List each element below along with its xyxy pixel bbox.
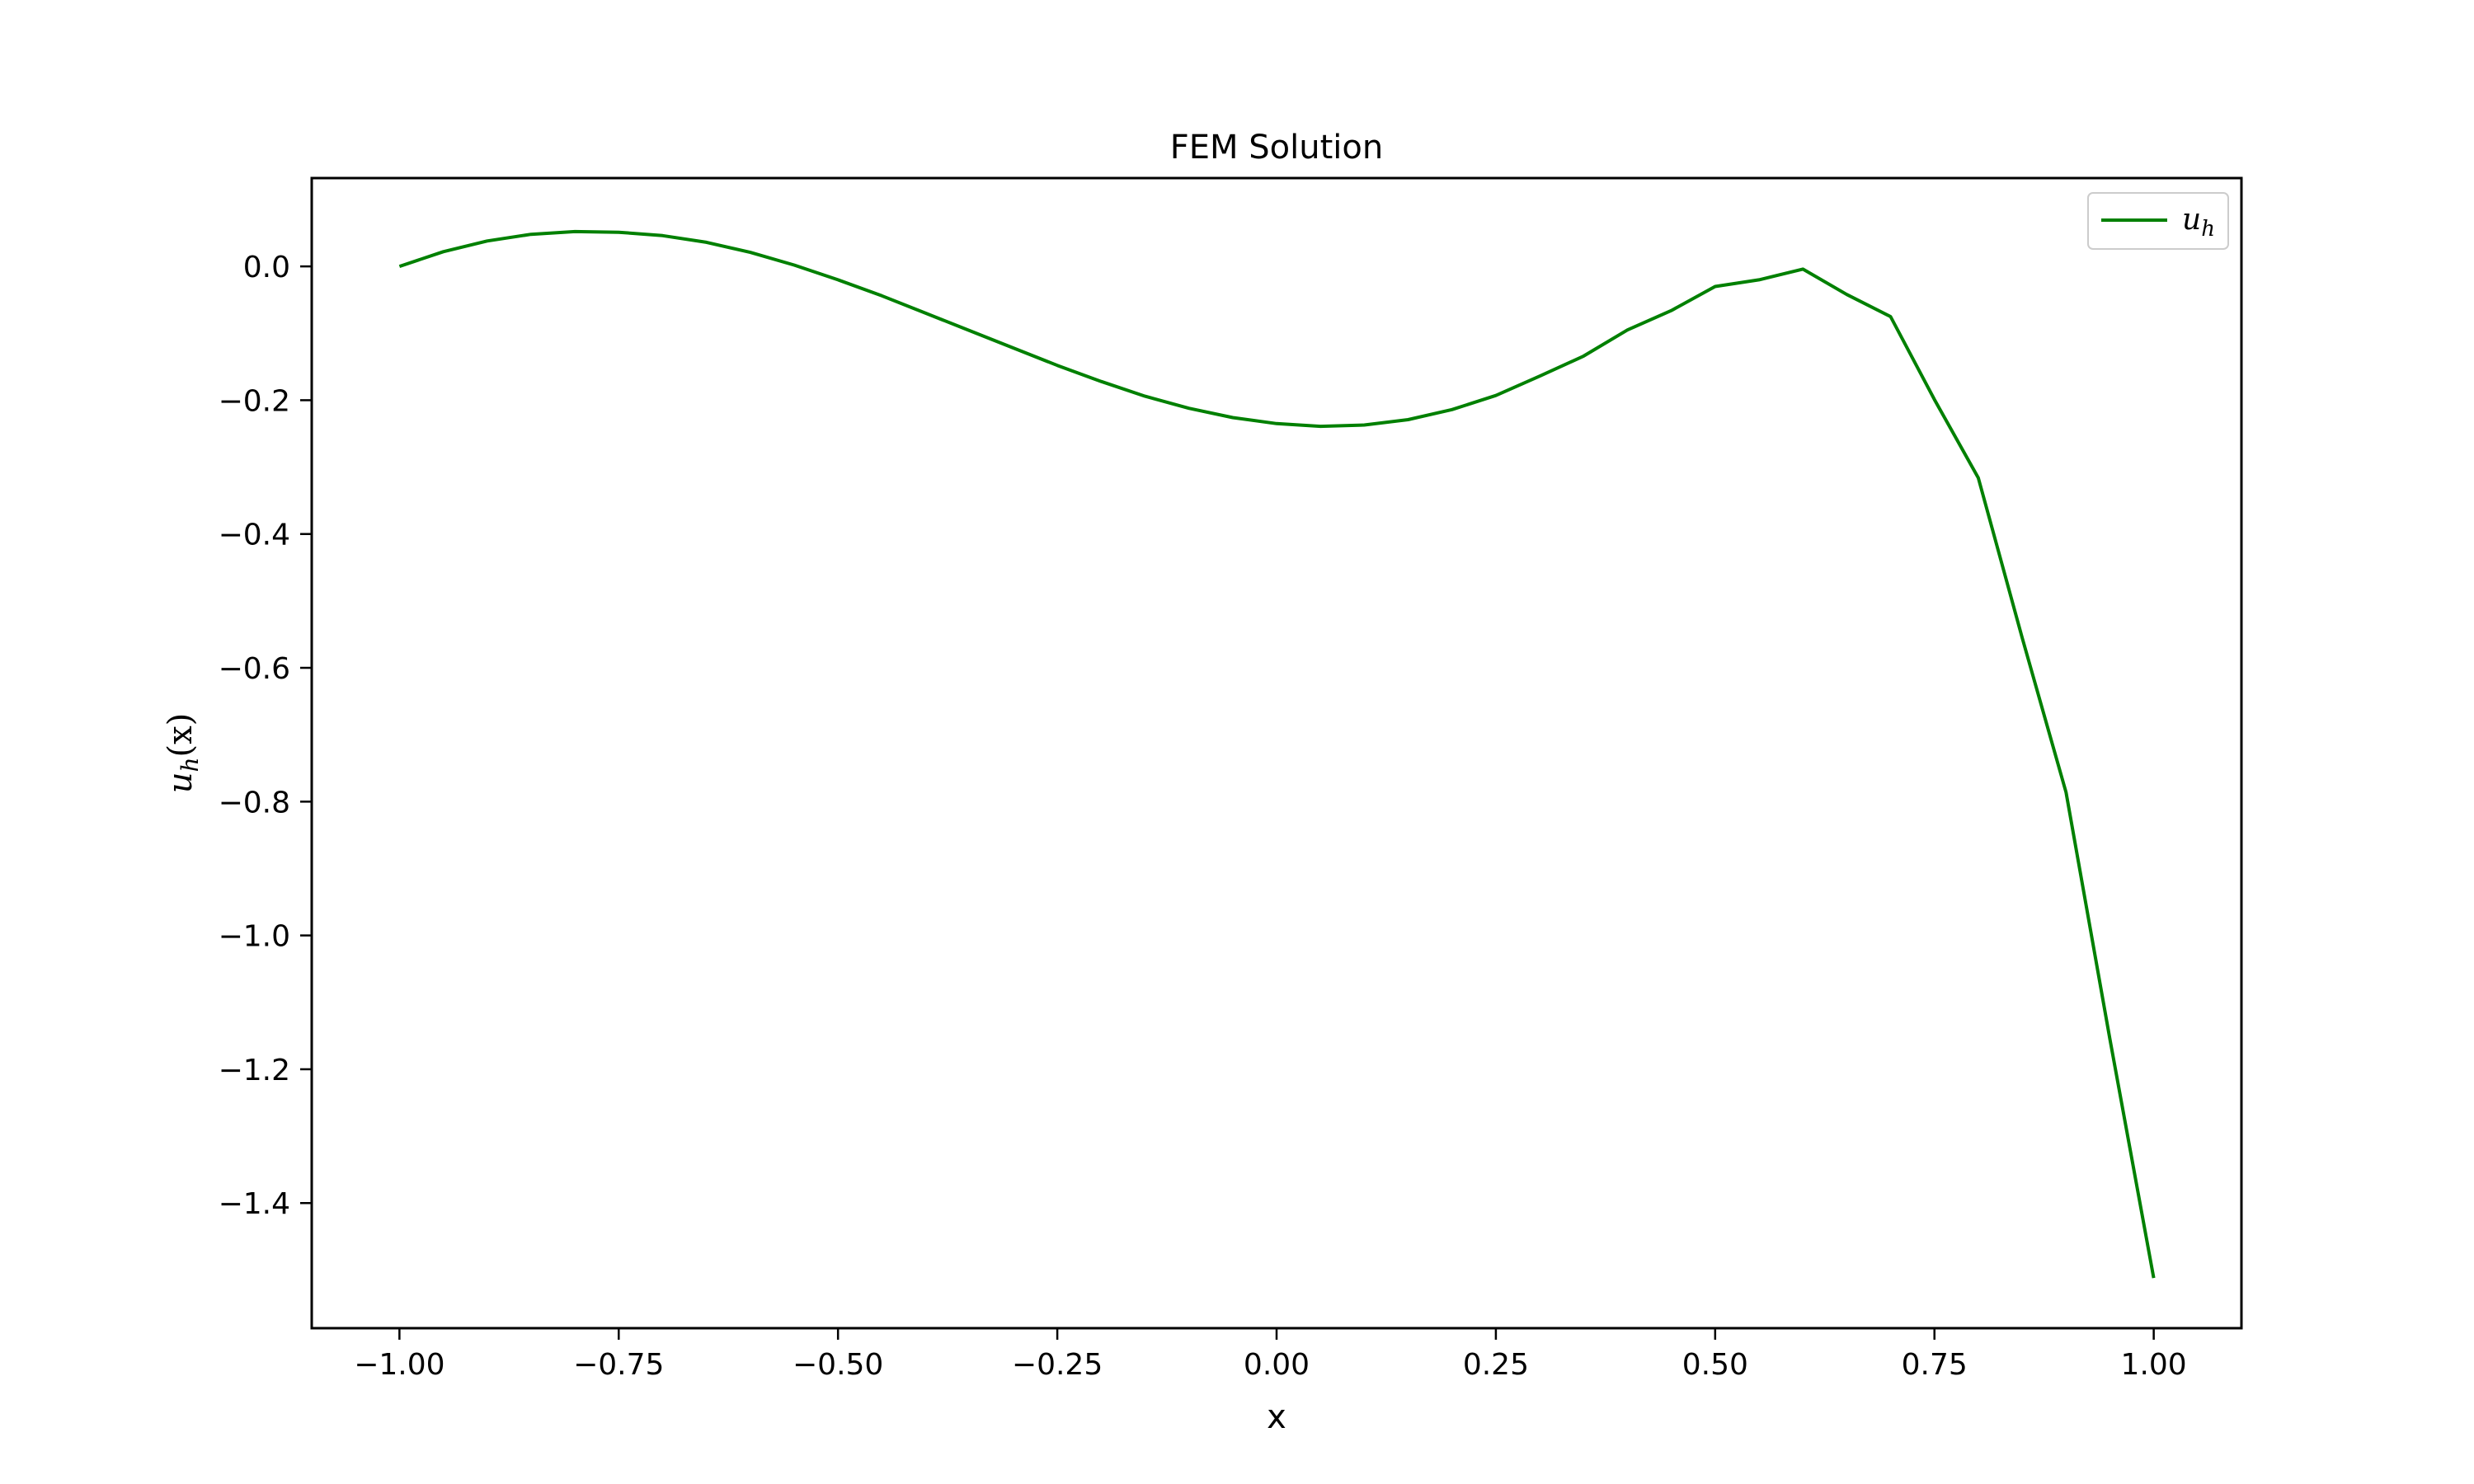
legend: uh (2087, 192, 2229, 250)
x-tick-label: −0.50 (793, 1348, 883, 1382)
y-tick-label: −0.8 (219, 786, 290, 819)
y-tick-label: −0.2 (219, 384, 290, 418)
x-tick-label: 0.25 (1463, 1348, 1529, 1382)
y-tick-label: −0.4 (219, 519, 290, 552)
x-tick-label: −0.25 (1012, 1348, 1103, 1382)
legend-label-main: u (2182, 203, 2201, 237)
chart-title: FEM Solution (1170, 129, 1383, 167)
legend-label: uh (2182, 203, 2215, 242)
y-tick-label: −1.2 (219, 1054, 290, 1087)
y-tick-label: 0.0 (243, 251, 290, 284)
x-axis: −1.00 −0.75 −0.50 −0.25 0.00 0.25 0.50 0.75 1.00 (354, 1328, 2187, 1382)
series-layer (398, 229, 2156, 1279)
y-axis-label: uh(x) (162, 713, 204, 794)
legend-label-sub: h (2201, 217, 2215, 242)
x-tick-label: 0.75 (1902, 1348, 1968, 1382)
y-axis-label-main: u (162, 773, 200, 794)
x-tick-label: 0.00 (1244, 1348, 1310, 1382)
y-tick-label: −1.0 (219, 920, 290, 954)
y-axis: 0.0 −0.2 −0.4 −0.6 −0.8 −1.0 −1.2 −1.4 (219, 251, 312, 1221)
x-tick-label: −1.00 (354, 1348, 444, 1382)
x-tick-label: 0.50 (1682, 1348, 1748, 1382)
x-axis-label: x (1267, 1398, 1286, 1436)
y-tick-label: −1.4 (219, 1187, 290, 1221)
y-axis-label-rest: (x) (162, 713, 200, 758)
y-axis-label-sub: h (176, 757, 204, 772)
y-tick-label: −0.6 (219, 652, 290, 686)
x-tick-label: −0.75 (573, 1348, 664, 1382)
series-line-uh (398, 229, 2156, 1279)
x-tick-label: 1.00 (2121, 1348, 2187, 1382)
